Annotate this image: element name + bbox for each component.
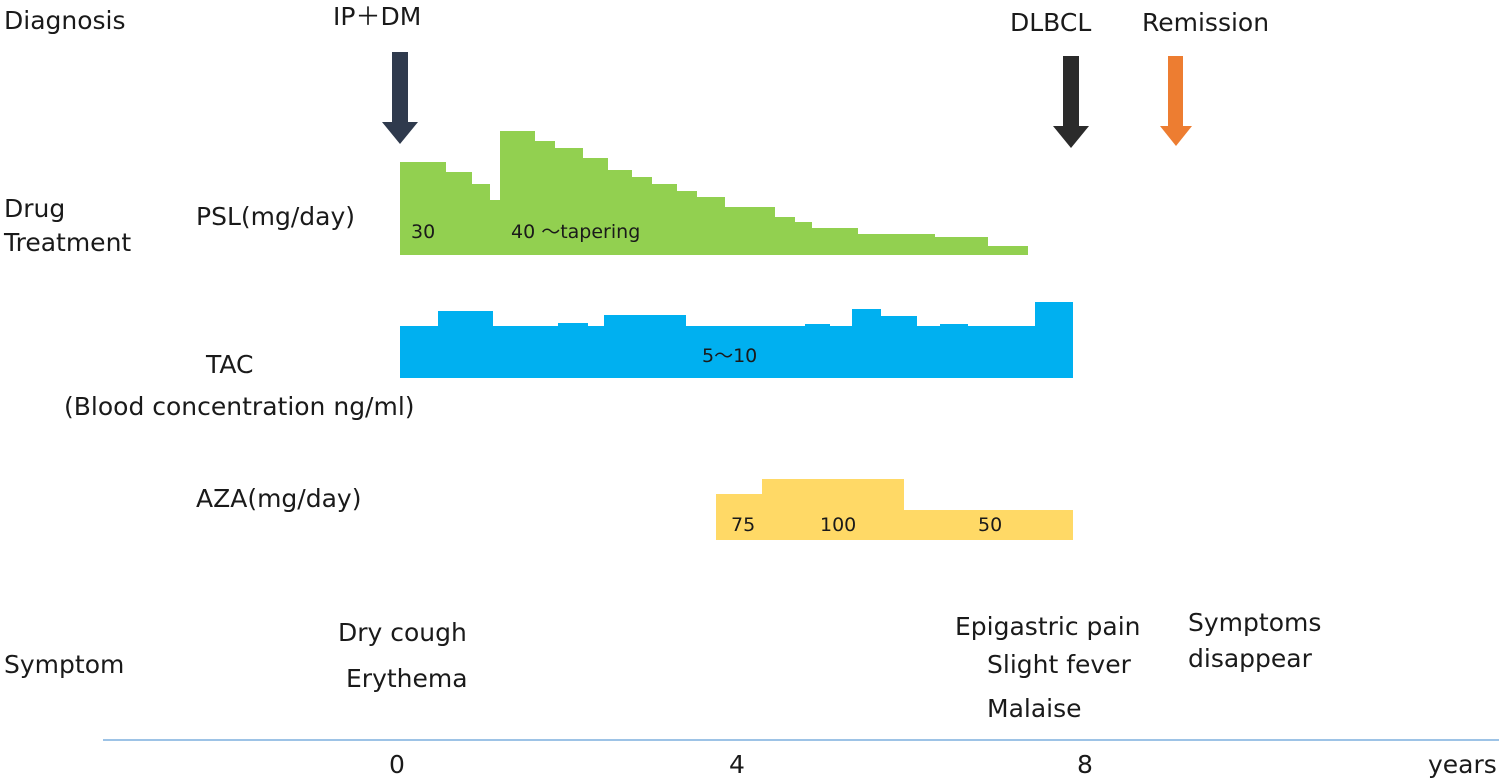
axis-tick-4: 4 — [729, 750, 745, 779]
axis-tick-0: 0 — [389, 750, 405, 779]
row-label-diagnosis: Diagnosis — [4, 6, 126, 35]
row-label-drug: Drug — [4, 194, 66, 223]
psl-value-40-tapering: 40 ～tapering — [511, 221, 641, 243]
remission-arrow — [1160, 56, 1192, 146]
symptom-epigastric-pain: Epigastric pain — [955, 612, 1141, 641]
drug-sublabel-tac: (Blood concentration ng/ml) — [64, 392, 415, 421]
symptom-slight-fever: Slight fever — [987, 650, 1131, 679]
psl-value-30: 30 — [411, 221, 436, 243]
event-label-dlbcl: DLBCL — [1010, 8, 1092, 37]
event-label-remission: Remission — [1142, 8, 1270, 37]
dlbcl-arrow — [1053, 56, 1089, 148]
axis-unit-years: years — [1428, 750, 1497, 779]
aza-value-50: 50 — [978, 514, 1003, 536]
aza-dose-area — [716, 479, 1073, 540]
aza-value-75: 75 — [731, 514, 756, 536]
drug-label-tac: TAC — [206, 350, 254, 379]
psl-dose-area — [400, 131, 1028, 255]
symptom-dry-cough: Dry cough — [338, 618, 467, 647]
diagnosis-arrow — [382, 52, 418, 144]
aza-value-100: 100 — [820, 514, 857, 536]
tac-value-range: 5～10 — [702, 345, 758, 367]
symptom-malaise: Malaise — [987, 694, 1082, 723]
symptom-erythema: Erythema — [346, 664, 468, 693]
drug-label-psl: PSL(mg/day) — [196, 202, 356, 231]
symptom-disappear: disappear — [1188, 644, 1312, 673]
axis-tick-8: 8 — [1077, 750, 1093, 779]
row-label-symptom: Symptom — [4, 650, 125, 679]
symptom-symptoms: Symptoms — [1188, 608, 1322, 637]
event-label-ip-dm: IP＋DM — [333, 2, 422, 31]
tac-concentration-area — [400, 302, 1073, 378]
row-label-treatment: Treatment — [4, 228, 132, 257]
drug-label-aza: AZA(mg/day) — [196, 484, 362, 513]
